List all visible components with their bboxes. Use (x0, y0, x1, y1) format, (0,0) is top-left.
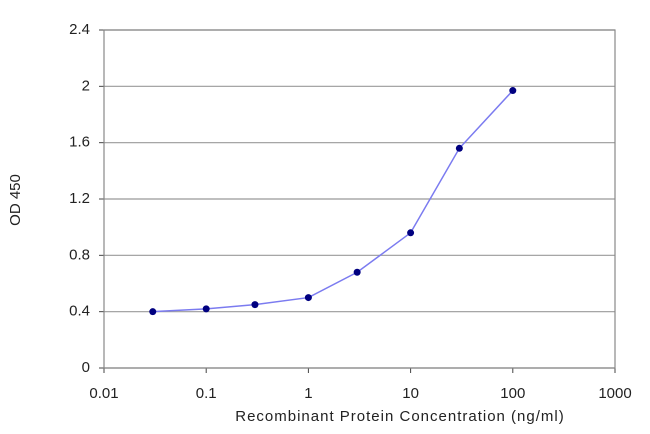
plot-frame (103, 29, 616, 369)
y-tick-label: 1.6 (69, 134, 90, 151)
x-tick-label: 100 (500, 385, 525, 402)
marker (455, 144, 463, 152)
x-axis-title: Recombinant Protein Concentration (ng/ml… (235, 408, 564, 425)
x-tick-label: 10 (402, 385, 419, 402)
marker (149, 308, 157, 316)
y-axis-title: OD 450 (7, 174, 24, 226)
y-tick-label: 2 (82, 77, 90, 94)
y-tick-label: 0 (82, 359, 90, 376)
marker (304, 294, 312, 302)
marker (353, 268, 361, 276)
x-tick-label: 1 (304, 385, 312, 402)
marker (407, 229, 415, 237)
x-tick-label: 0.1 (196, 385, 217, 402)
line (152, 90, 514, 313)
marker (509, 87, 517, 95)
y-tick-label: 0.4 (69, 303, 90, 320)
x-tick-label: 0.01 (89, 385, 118, 402)
y-tick-label: 0.8 (69, 246, 90, 263)
marker (202, 305, 210, 313)
x-tick-label: 1000 (598, 385, 631, 402)
y-tick-label: 2.4 (69, 21, 90, 38)
y-tick-label: 1.2 (69, 190, 90, 207)
marker (251, 301, 259, 309)
